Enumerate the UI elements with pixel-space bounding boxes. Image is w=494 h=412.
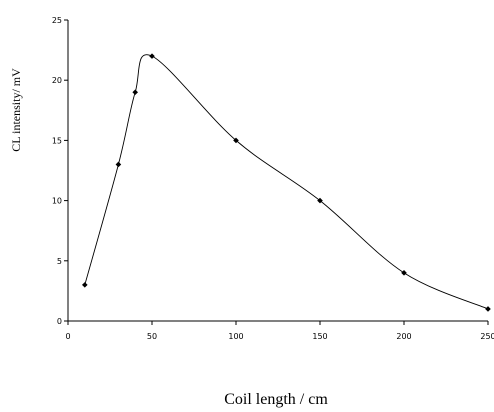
y-tick-label: 20 (52, 76, 62, 85)
data-point (132, 89, 138, 96)
x-tick-label: 250 (480, 332, 494, 341)
series-line (84, 54, 489, 310)
x-axis-title: Coil length / cm (224, 391, 328, 408)
axes (67, 20, 488, 322)
data-point (317, 197, 323, 204)
y-tick-label: 0 (57, 317, 62, 326)
y-axis-title: CL intensity/ mV (9, 68, 23, 152)
x-tick-label: 150 (312, 332, 327, 341)
x-tick-label: 200 (396, 332, 411, 341)
data-point (485, 306, 491, 312)
y-tick-label: 10 (52, 197, 62, 206)
x-tick-label: 50 (147, 332, 157, 341)
x-tick-label: 0 (65, 332, 70, 341)
y-ticks: 0 5 10 15 20 25 (52, 16, 68, 326)
data-point (115, 161, 122, 168)
data-point (401, 270, 407, 276)
data-point (149, 53, 155, 59)
y-tick-label: 5 (57, 257, 62, 266)
x-ticks: 0 50 100 150 200 250 (65, 321, 494, 341)
y-tick-label: 15 (52, 136, 62, 145)
data-point (82, 282, 88, 288)
data-point (233, 137, 239, 144)
data-points (82, 53, 491, 312)
y-tick-label: 25 (52, 16, 62, 25)
x-tick-label: 100 (228, 332, 243, 341)
